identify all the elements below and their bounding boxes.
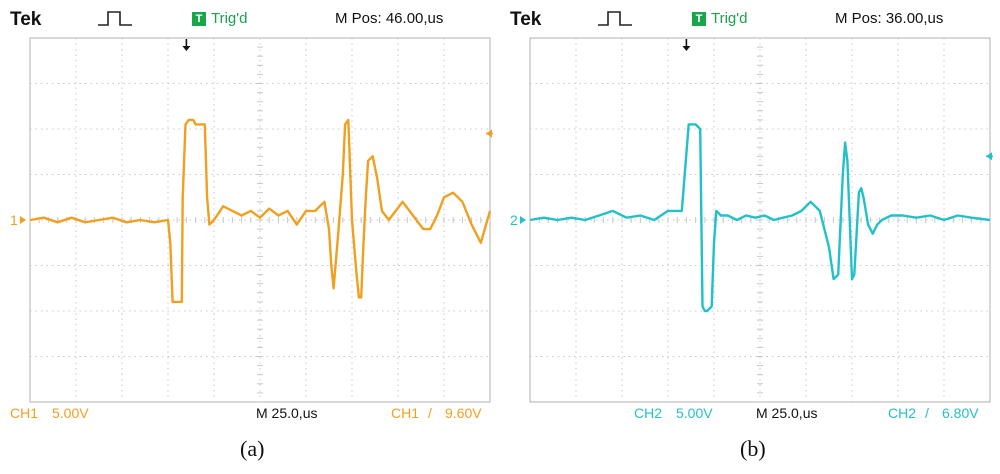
caption: (a)	[240, 436, 265, 461]
channel-ground-marker: 2	[510, 212, 518, 228]
channel-label: CH2	[634, 405, 663, 421]
trigger-position-arrow	[682, 46, 691, 51]
timebase-readout: M 25.0,us	[756, 405, 818, 421]
scope-screen: 2	[510, 37, 993, 403]
brand-label: Tek	[510, 9, 542, 30]
scope-header: Tek T Trig'd M Pos: 36.00,us	[508, 0, 993, 34]
pulse-icon	[98, 11, 132, 26]
pulse-icon	[598, 11, 632, 26]
channel-volts: 5.00V	[676, 405, 713, 421]
trigger-level: 6.80V	[942, 405, 979, 421]
waveform-trace	[29, 118, 492, 304]
m-pos-readout: M Pos: 36.00,us	[835, 10, 944, 27]
oscilloscope-panel-b: Tek T Trig'd M Pos: 36.00,us 2 CH2 5.00V…	[508, 0, 993, 461]
channel-ground-arrow	[20, 216, 26, 224]
channel-ground-arrow	[520, 216, 526, 224]
m-pos-readout: M Pos: 46.00,us	[335, 10, 444, 27]
scope-header: Tek T Trig'd M Pos: 46.00,us	[8, 0, 493, 34]
trigger-level-arrow	[986, 152, 992, 161]
brand-label: Tek	[10, 9, 42, 30]
trigger-badge: T	[692, 12, 706, 26]
trigger-badge: T	[192, 12, 206, 26]
channel-ground-marker: 1	[10, 212, 18, 228]
trigger-channel: CH1	[391, 405, 420, 421]
timebase-readout: M 25.0,us	[256, 405, 318, 421]
scope-screen: 1	[10, 37, 493, 403]
trigger-channel: CH2	[888, 405, 917, 421]
trigger-level-arrow	[486, 129, 492, 138]
trigger-slope-icon: /	[925, 405, 929, 421]
oscilloscope-panel-a: Tek T Trig'd M Pos: 46.00,us 1 CH1 5.00V…	[8, 0, 493, 461]
trigger-position-arrow	[182, 46, 191, 51]
channel-volts: 5.00V	[52, 405, 89, 421]
channel-label: CH1	[10, 405, 39, 421]
trigger-status: Trig'd	[211, 10, 248, 27]
waveform-trace	[529, 123, 991, 313]
caption: (b)	[740, 436, 766, 461]
trigger-status: Trig'd	[711, 10, 748, 27]
trigger-slope-icon: /	[428, 405, 432, 421]
trigger-level: 9.60V	[445, 405, 482, 421]
